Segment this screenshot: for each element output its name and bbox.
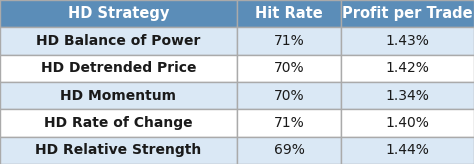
Bar: [0, 137, 237, 164]
Text: HD Rate of Change: HD Rate of Change: [44, 116, 193, 130]
Bar: [237, 109, 341, 137]
Bar: [341, 27, 474, 55]
Text: 71%: 71%: [274, 34, 304, 48]
Bar: [0, 82, 237, 109]
Bar: [341, 137, 474, 164]
Text: 1.40%: 1.40%: [386, 116, 429, 130]
Text: Profit per Trade: Profit per Trade: [342, 6, 473, 21]
Bar: [341, 82, 474, 109]
Text: 1.43%: 1.43%: [386, 34, 429, 48]
Text: 71%: 71%: [274, 116, 304, 130]
Bar: [0, 55, 237, 82]
Bar: [237, 0, 341, 27]
Bar: [237, 137, 341, 164]
Text: HD Relative Strength: HD Relative Strength: [36, 143, 201, 157]
Bar: [0, 27, 237, 55]
Bar: [237, 27, 341, 55]
Bar: [237, 82, 341, 109]
Text: 70%: 70%: [274, 61, 304, 75]
Bar: [341, 0, 474, 27]
Text: 70%: 70%: [274, 89, 304, 103]
Text: 1.44%: 1.44%: [386, 143, 429, 157]
Text: HD Detrended Price: HD Detrended Price: [41, 61, 196, 75]
Text: 1.42%: 1.42%: [386, 61, 429, 75]
Bar: [0, 109, 237, 137]
Bar: [237, 55, 341, 82]
Bar: [341, 55, 474, 82]
Text: HD Strategy: HD Strategy: [68, 6, 169, 21]
Text: 1.34%: 1.34%: [386, 89, 429, 103]
Text: 69%: 69%: [273, 143, 305, 157]
Bar: [0, 0, 237, 27]
Text: HD Momentum: HD Momentum: [61, 89, 176, 103]
Text: HD Balance of Power: HD Balance of Power: [36, 34, 201, 48]
Bar: [341, 109, 474, 137]
Text: Hit Rate: Hit Rate: [255, 6, 323, 21]
